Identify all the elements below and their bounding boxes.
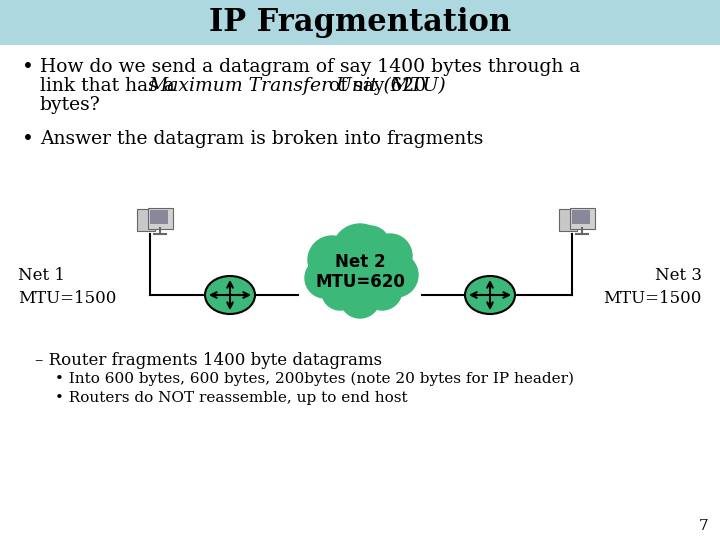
Text: • Routers do NOT reassemble, up to end host: • Routers do NOT reassemble, up to end h… — [55, 391, 408, 405]
Circle shape — [368, 234, 412, 278]
Text: Net 3
MTU=1500: Net 3 MTU=1500 — [603, 267, 702, 307]
Text: • Into 600 bytes, 600 bytes, 200bytes (note 20 bytes for IP header): • Into 600 bytes, 600 bytes, 200bytes (n… — [55, 372, 574, 387]
FancyBboxPatch shape — [572, 210, 590, 224]
Ellipse shape — [205, 276, 255, 314]
Text: •: • — [22, 130, 34, 149]
Circle shape — [332, 224, 388, 280]
Text: bytes?: bytes? — [40, 96, 101, 114]
Circle shape — [308, 236, 356, 284]
Circle shape — [305, 258, 345, 298]
Text: 7: 7 — [698, 519, 708, 533]
Circle shape — [362, 270, 402, 310]
Circle shape — [330, 240, 390, 300]
FancyBboxPatch shape — [137, 209, 155, 231]
FancyBboxPatch shape — [570, 207, 595, 228]
Text: link that has a: link that has a — [40, 77, 181, 95]
Circle shape — [340, 278, 380, 318]
Text: Answer the datagram is broken into fragments: Answer the datagram is broken into fragm… — [40, 130, 483, 148]
Text: Maximum Transfer Unit (MTU): Maximum Transfer Unit (MTU) — [148, 77, 446, 95]
Circle shape — [322, 274, 358, 310]
FancyBboxPatch shape — [559, 209, 577, 231]
FancyBboxPatch shape — [150, 210, 168, 224]
Text: – Router fragments 1400 byte datagrams: – Router fragments 1400 byte datagrams — [35, 352, 382, 369]
Text: Net 2
MTU=620: Net 2 MTU=620 — [315, 253, 405, 292]
Circle shape — [350, 226, 390, 266]
Circle shape — [374, 253, 418, 297]
FancyBboxPatch shape — [148, 207, 173, 228]
Text: IP Fragmentation: IP Fragmentation — [209, 7, 511, 38]
Text: Net 1
MTU=1500: Net 1 MTU=1500 — [18, 267, 117, 307]
Text: How do we send a datagram of say 1400 bytes through a: How do we send a datagram of say 1400 by… — [40, 58, 580, 76]
Ellipse shape — [465, 276, 515, 314]
Text: link that has a: link that has a — [40, 77, 181, 95]
Text: •: • — [22, 58, 34, 77]
FancyBboxPatch shape — [0, 0, 720, 45]
Text: of say 620: of say 620 — [323, 77, 426, 95]
